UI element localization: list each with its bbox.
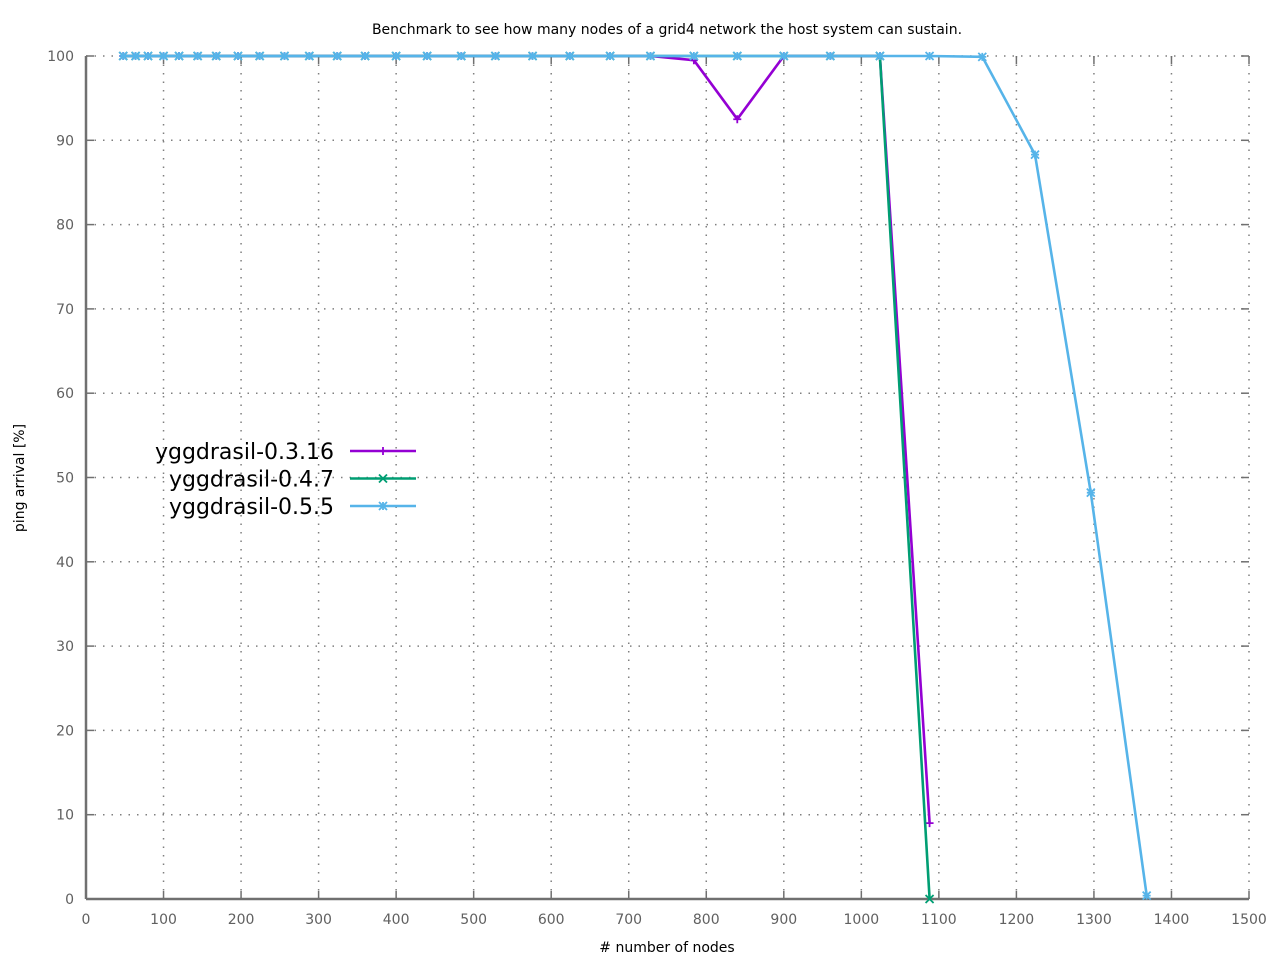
y-tick-label-100: 100	[47, 49, 74, 65]
x-tick-label-500: 500	[460, 912, 487, 928]
data-point-3-30	[1142, 890, 1152, 901]
y-tick-label-0: 0	[65, 892, 74, 908]
y-tick-label-90: 90	[56, 133, 74, 149]
y-axis-label: ping arrival [%]	[12, 424, 28, 532]
data-point-3-25	[875, 51, 885, 61]
data-point-3-0	[118, 51, 128, 61]
legend-marker-2	[378, 473, 388, 484]
data-point-3-27	[977, 52, 987, 62]
y-tick-label-20: 20	[56, 723, 74, 739]
data-point-2-26	[924, 894, 935, 904]
y-tick-label-60: 60	[56, 386, 74, 402]
data-point-3-26	[924, 51, 935, 61]
y-tick-label-70: 70	[56, 302, 74, 318]
data-point-3-3	[158, 51, 169, 61]
x-tick-label-400: 400	[383, 912, 410, 928]
legend-marker-3	[378, 501, 388, 511]
data-point-3-28	[1030, 149, 1040, 160]
x-tick-label-0: 0	[82, 912, 91, 928]
legend: yggdrasil-0.3.16 yggdrasil-0.4.7yggdrasil…	[155, 440, 416, 520]
legend-marker-1	[379, 447, 387, 455]
data-point-3-5	[193, 51, 203, 61]
data-point-3-7	[233, 51, 243, 61]
y-tick-label-50: 50	[56, 471, 74, 487]
data-point-3-12	[360, 51, 370, 61]
x-tick-label-800: 800	[693, 912, 720, 928]
data-point-1-26	[925, 819, 934, 828]
series-3	[118, 51, 1152, 901]
grid	[86, 55, 1250, 899]
y-tick-label-40: 40	[56, 555, 74, 571]
data-point-3-9	[279, 51, 290, 61]
data-point-3-15	[456, 51, 466, 61]
y-tick-label-10: 10	[56, 808, 74, 824]
x-tick-label-300: 300	[305, 912, 332, 928]
x-tick-label-1300: 1300	[1076, 912, 1112, 928]
x-tick-label-700: 700	[615, 912, 642, 928]
y-axis-ticks: 0 10 20 30 40 50 60 70 80 90 100	[47, 49, 1249, 908]
series-group	[118, 51, 1152, 904]
x-tick-label-1500: 1500	[1231, 912, 1267, 928]
x-axis-ticks: 0 100 200 300 400 500 600 700 800 900 1000 1100 1200…	[82, 56, 1267, 928]
legend-label-2: yggdrasil-0.4.7	[169, 468, 334, 493]
y-tick-label-80: 80	[56, 218, 74, 234]
data-point-3-21	[689, 51, 699, 61]
data-point-3-22	[732, 51, 742, 61]
data-point-3-16	[490, 51, 501, 61]
data-point-3-23	[779, 51, 789, 61]
legend-label-3: yggdrasil-0.5.5	[169, 495, 334, 520]
x-tick-label-600: 600	[538, 912, 565, 928]
x-tick-label-1400: 1400	[1154, 912, 1190, 928]
data-point-3-19	[605, 51, 615, 61]
data-point-3-14	[422, 51, 432, 61]
chart-title: Benchmark to see how many nodes of a gri…	[372, 22, 962, 38]
data-point-3-1	[130, 51, 141, 61]
data-point-3-29	[1086, 488, 1096, 498]
data-point-3-2	[143, 51, 153, 61]
legend-label-1: yggdrasil-0.3.16	[155, 440, 334, 465]
data-point-3-10	[304, 51, 314, 61]
data-point-3-17	[527, 51, 538, 61]
x-tick-label-1100: 1100	[921, 912, 957, 928]
x-tick-label-200: 200	[228, 912, 255, 928]
data-point-3-18	[565, 51, 575, 61]
data-point-3-11	[332, 51, 342, 61]
data-point-1-22	[733, 115, 742, 124]
x-tick-label-1200: 1200	[999, 912, 1035, 928]
data-point-3-24	[825, 51, 835, 61]
data-point-3-8	[255, 51, 265, 61]
data-point-3-13	[391, 51, 401, 61]
x-tick-label-1000: 1000	[844, 912, 880, 928]
x-tick-label-100: 100	[150, 912, 177, 928]
data-point-3-20	[645, 51, 656, 61]
data-point-3-6	[211, 51, 221, 61]
x-tick-label-900: 900	[770, 912, 797, 928]
x-axis-label: # number of nodes	[599, 940, 734, 956]
data-point-3-4	[174, 51, 184, 61]
y-tick-label-30: 30	[56, 639, 74, 655]
